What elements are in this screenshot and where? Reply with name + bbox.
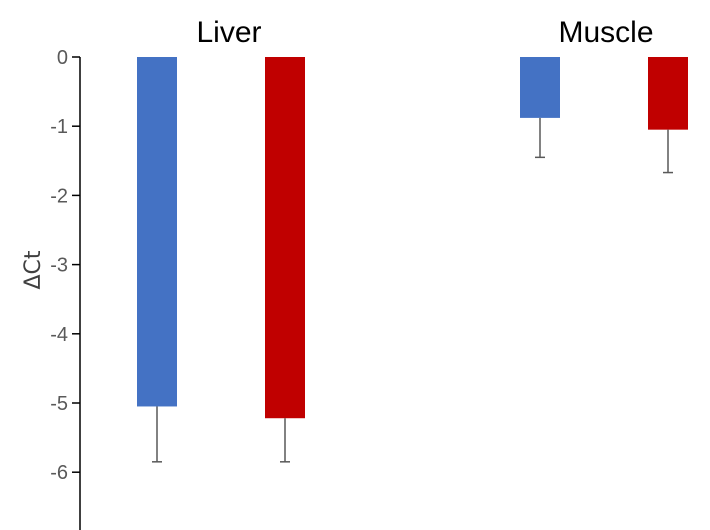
group-labels: Liver Muscle <box>196 16 653 49</box>
y-tick-label: -4 <box>50 324 68 346</box>
error-bars <box>152 117 673 463</box>
y-tick-label: -6 <box>50 462 68 484</box>
bars <box>137 57 688 419</box>
y-tick-label: 0 <box>57 47 68 69</box>
y-tick-label: -2 <box>50 185 68 207</box>
bar-muscle-2 <box>648 57 688 130</box>
y-tick-label: -5 <box>50 393 68 415</box>
group-label-liver: Liver <box>196 16 261 49</box>
y-axis-title: ΔCt <box>21 250 46 289</box>
y-tick-label: -1 <box>50 116 68 138</box>
bar-muscle-1 <box>520 57 560 118</box>
group-label-muscle: Muscle <box>558 16 653 49</box>
bar-liver-2 <box>265 57 305 419</box>
bar-liver-1 <box>137 57 177 407</box>
y-tick-label: -3 <box>50 255 68 277</box>
y-axis: 0 -1 -2 -3 -4 -5 -6 <box>50 47 81 530</box>
